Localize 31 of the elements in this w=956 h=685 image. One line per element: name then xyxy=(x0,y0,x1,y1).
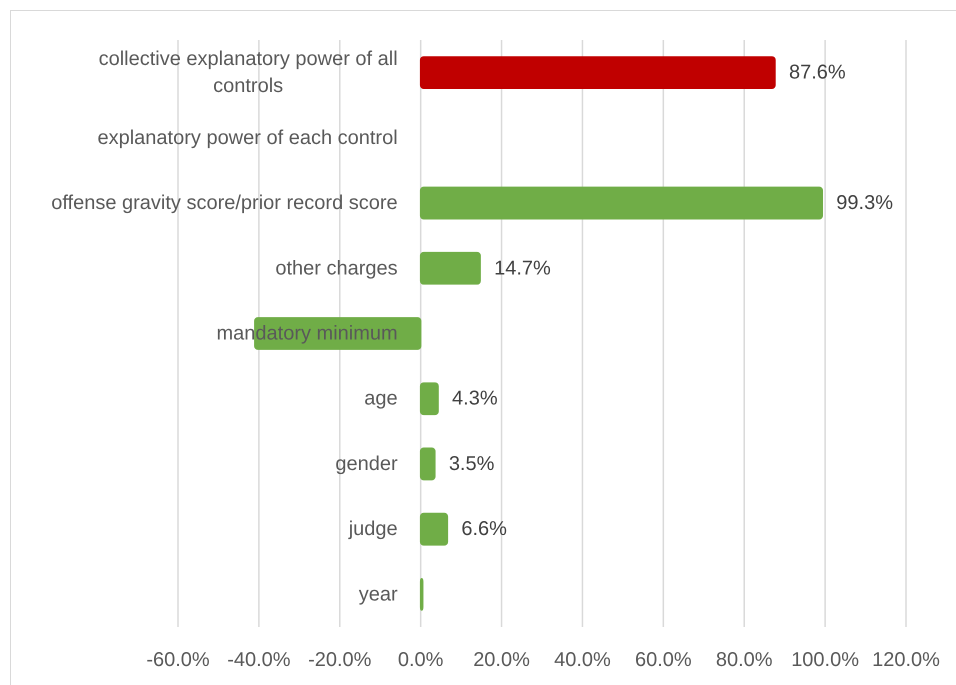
bar xyxy=(420,186,824,220)
x-tick-label: 20.0% xyxy=(473,649,530,671)
y-tick-label: explanatory power of each control xyxy=(97,126,398,149)
bar xyxy=(420,448,436,480)
bar xyxy=(420,512,448,546)
data-label: 4.3% xyxy=(452,388,498,410)
y-tick-label: other charges xyxy=(275,257,398,280)
x-tick-label: 40.0% xyxy=(554,649,612,671)
bar xyxy=(420,252,481,285)
x-tick-label: 0.0% xyxy=(398,649,444,671)
bar xyxy=(420,56,776,90)
x-tick-label: -20.0% xyxy=(308,649,372,671)
y-tick-label: judge xyxy=(348,518,398,540)
y-tick-label: offense gravity score/prior record score xyxy=(51,192,398,214)
data-label: 14.7% xyxy=(494,257,552,280)
x-tick-label: -40.0% xyxy=(227,649,291,671)
y-tick-label: collective explanatory power of all controls xyxy=(98,48,398,98)
y-tick-label: gender xyxy=(335,452,398,475)
data-label: 87.6% xyxy=(788,62,846,84)
bar xyxy=(420,578,424,611)
bar xyxy=(420,382,439,416)
x-tick-label: 60.0% xyxy=(634,649,692,671)
data-label: 6.6% xyxy=(461,518,508,540)
y-tick-label: year xyxy=(358,583,398,606)
y-tick-label: age xyxy=(364,388,398,410)
x-tick-label: 100.0% xyxy=(791,649,860,671)
x-tick-label: -60.0% xyxy=(146,649,210,671)
x-tick-label: 120.0% xyxy=(872,649,940,671)
x-tick-label: 80.0% xyxy=(716,649,773,671)
data-label: 3.5% xyxy=(448,452,495,475)
data-label: 99.3% xyxy=(836,192,894,214)
